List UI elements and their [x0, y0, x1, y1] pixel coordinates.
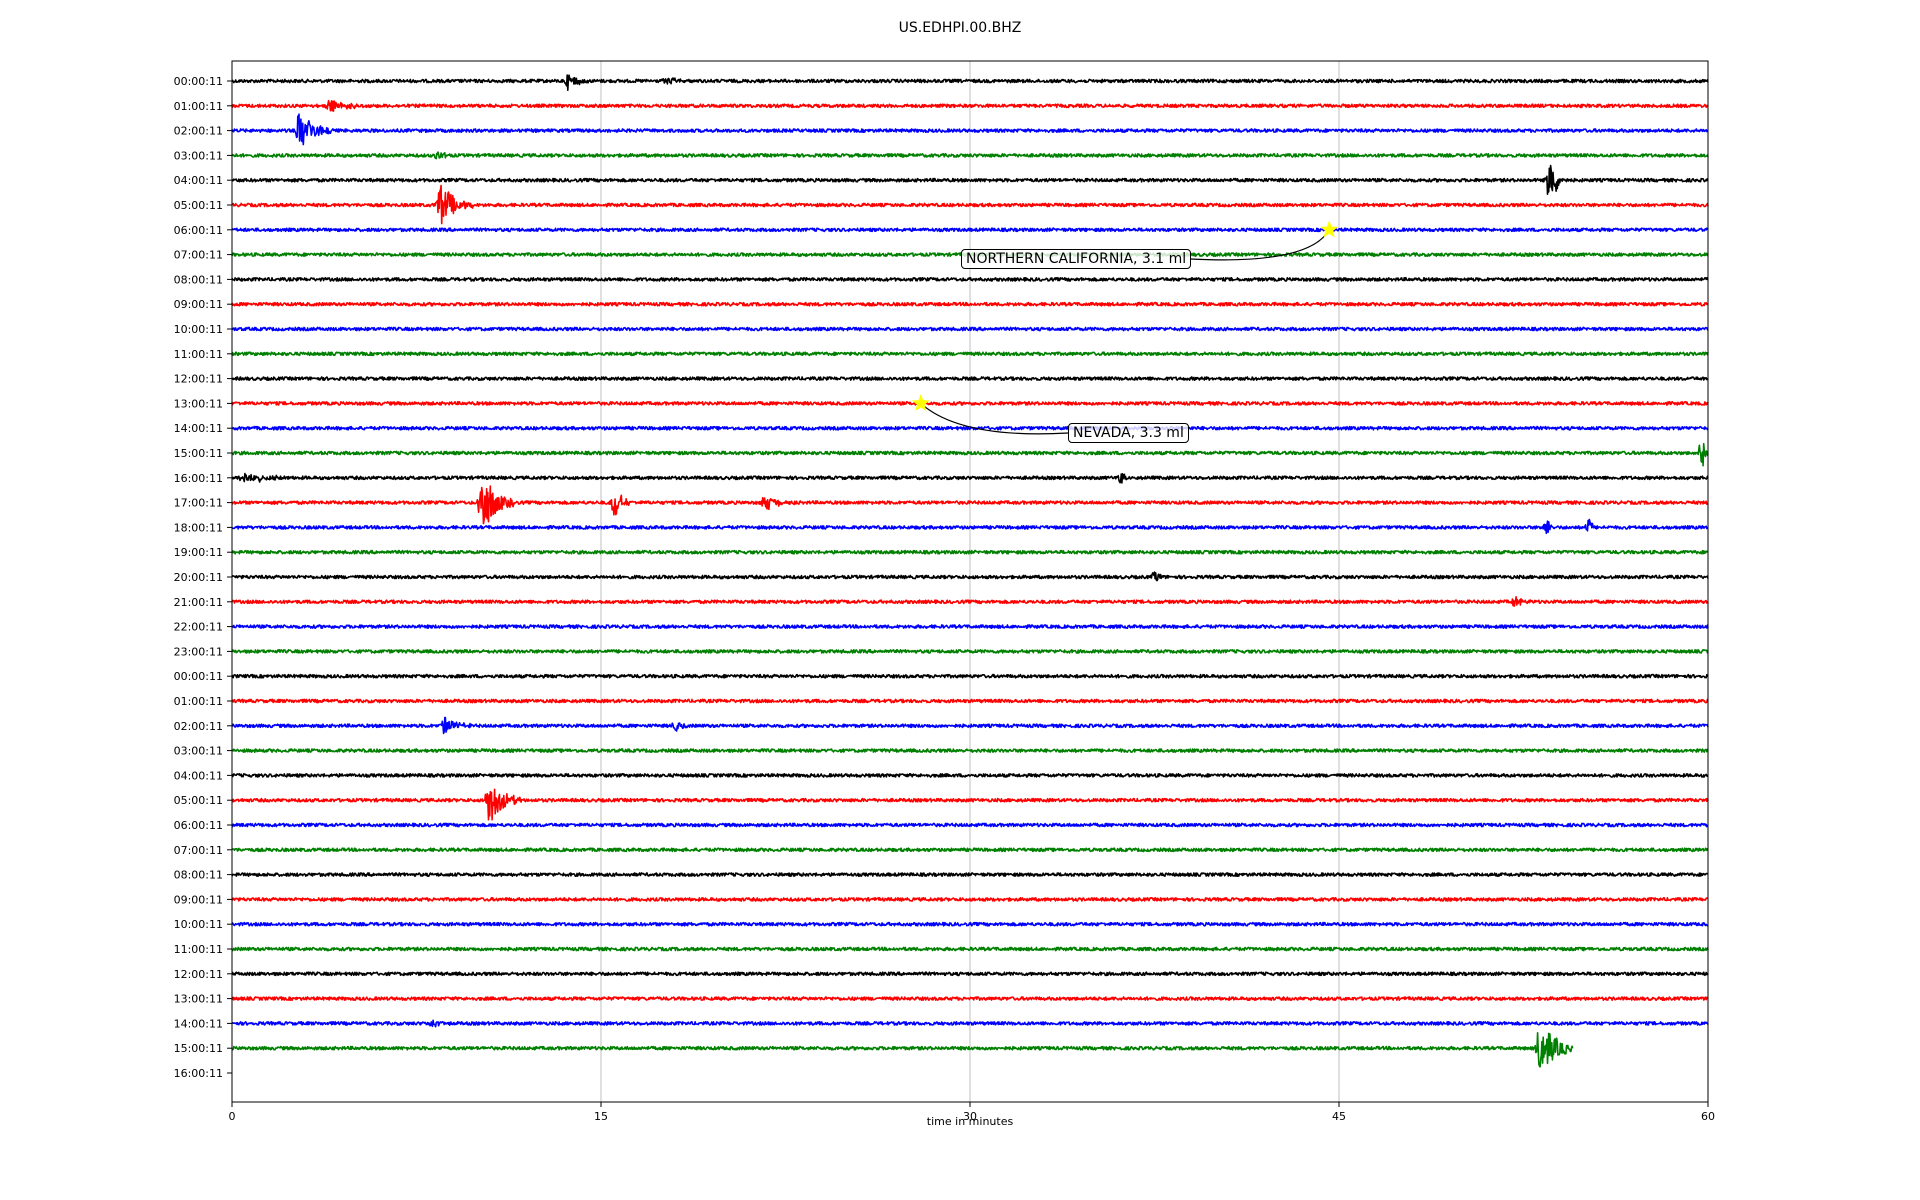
x-axis-label: time in minutes — [927, 1115, 1014, 1128]
row-time-label: 08:00:11 — [174, 273, 223, 286]
trace-line — [231, 624, 1709, 630]
grid-lines — [600, 61, 1340, 1102]
row-time-label: 01:00:11 — [174, 100, 223, 113]
trace-layer — [231, 74, 1709, 1068]
trace-line — [231, 788, 1709, 821]
row-time-label: 07:00:11 — [174, 249, 223, 262]
row-time-label: 15:00:11 — [174, 1042, 223, 1055]
trace-line — [231, 472, 1709, 484]
trace-line — [231, 376, 1709, 382]
x-tick-label: 0 — [229, 1110, 236, 1123]
row-time-label: 16:00:11 — [174, 472, 223, 485]
event-star-icon — [911, 394, 930, 412]
trace-line — [231, 896, 1709, 902]
trace-line — [231, 872, 1709, 878]
trace-line — [231, 301, 1709, 307]
row-time-label: 15:00:11 — [174, 447, 223, 460]
trace-line — [231, 164, 1709, 195]
trace-line — [231, 276, 1709, 282]
x-tick-label: 15 — [594, 1110, 608, 1123]
trace-line — [231, 549, 1709, 555]
trace-line — [231, 822, 1709, 828]
row-time-label: 04:00:11 — [174, 174, 223, 187]
row-time-label: 18:00:11 — [174, 521, 223, 534]
trace-line — [231, 847, 1709, 853]
row-time-label: 00:00:11 — [174, 75, 223, 88]
trace-line — [231, 227, 1709, 233]
trace-line — [231, 571, 1709, 582]
row-time-label: 13:00:11 — [174, 993, 223, 1006]
trace-line — [231, 996, 1709, 1002]
trace-line — [231, 518, 1709, 535]
x-tick-label: 45 — [1332, 1110, 1346, 1123]
row-time-label: 13:00:11 — [174, 397, 223, 410]
annotation-connector — [920, 402, 1069, 435]
trace-line — [231, 425, 1709, 431]
x-tick-label: 60 — [1701, 1110, 1715, 1123]
trace-line — [231, 99, 1709, 112]
trace-line — [231, 673, 1709, 679]
row-time-label: 16:00:11 — [174, 1067, 223, 1080]
row-time-label: 09:00:11 — [174, 893, 223, 906]
trace-line — [231, 485, 1709, 525]
trace-line — [231, 698, 1709, 704]
row-time-label: 21:00:11 — [174, 596, 223, 609]
trace-line — [231, 595, 1709, 607]
row-time-label: 12:00:11 — [174, 373, 223, 386]
x-tick-label: 30 — [963, 1110, 977, 1123]
row-time-label: 05:00:11 — [174, 794, 223, 807]
row-time-label: 03:00:11 — [174, 745, 223, 758]
row-time-label: 02:00:11 — [174, 125, 223, 138]
trace-line — [231, 184, 1709, 225]
row-time-label: 14:00:11 — [174, 422, 223, 435]
row-time-label: 19:00:11 — [174, 546, 223, 559]
trace-line — [231, 442, 1709, 467]
row-time-label: 06:00:11 — [174, 224, 223, 237]
trace-line — [231, 748, 1709, 754]
row-time-label: 14:00:11 — [174, 1017, 223, 1030]
trace-line — [231, 921, 1709, 927]
trace-line — [231, 113, 1709, 146]
chart-title: US.EDHPI.00.BHZ — [898, 20, 1022, 36]
row-time-label: 11:00:11 — [174, 943, 223, 956]
row-time-label: 03:00:11 — [174, 149, 223, 162]
row-time-label: 05:00:11 — [174, 199, 223, 212]
event-star-icon — [1320, 220, 1339, 238]
event-annotation-label: NORTHERN CALIFORNIA, 3.1 ml — [961, 249, 1192, 269]
row-time-label: 02:00:11 — [174, 720, 223, 733]
trace-line — [231, 400, 1709, 406]
row-time-label: 09:00:11 — [174, 298, 223, 311]
row-labels: 00:00:11 01:00:11 02:00:11 03:00:11 04:00:11… — [174, 75, 232, 1080]
trace-line — [231, 351, 1709, 357]
trace-line — [231, 946, 1709, 952]
row-time-label: 01:00:11 — [174, 695, 223, 708]
trace-line — [231, 716, 1709, 735]
row-time-label: 17:00:11 — [174, 497, 223, 510]
row-time-label: 10:00:11 — [174, 323, 223, 336]
trace-line — [231, 1019, 1709, 1028]
trace-line — [231, 648, 1709, 654]
row-time-label: 06:00:11 — [174, 819, 223, 832]
row-time-label: 00:00:11 — [174, 670, 223, 683]
annotation-lines — [911, 220, 1339, 435]
trace-line — [231, 772, 1709, 778]
x-axis-ticks: 0 15 30 45 60 — [229, 1102, 1715, 1123]
row-time-label: 20:00:11 — [174, 571, 223, 584]
trace-line — [231, 971, 1709, 977]
row-time-label: 23:00:11 — [174, 645, 223, 658]
trace-line — [231, 151, 1709, 160]
row-time-label: 12:00:11 — [174, 968, 223, 981]
annotation-connector — [1190, 229, 1330, 261]
trace-line — [231, 74, 1709, 91]
row-time-label: 08:00:11 — [174, 869, 223, 882]
trace-line — [231, 326, 1709, 332]
row-time-label: 22:00:11 — [174, 621, 223, 634]
row-time-label: 10:00:11 — [174, 918, 223, 931]
row-time-label: 11:00:11 — [174, 348, 223, 361]
row-time-label: 07:00:11 — [174, 844, 223, 857]
event-annotation-label: NEVADA, 3.3 ml — [1068, 423, 1189, 443]
row-time-label: 04:00:11 — [174, 769, 223, 782]
trace-line — [231, 1032, 1574, 1068]
